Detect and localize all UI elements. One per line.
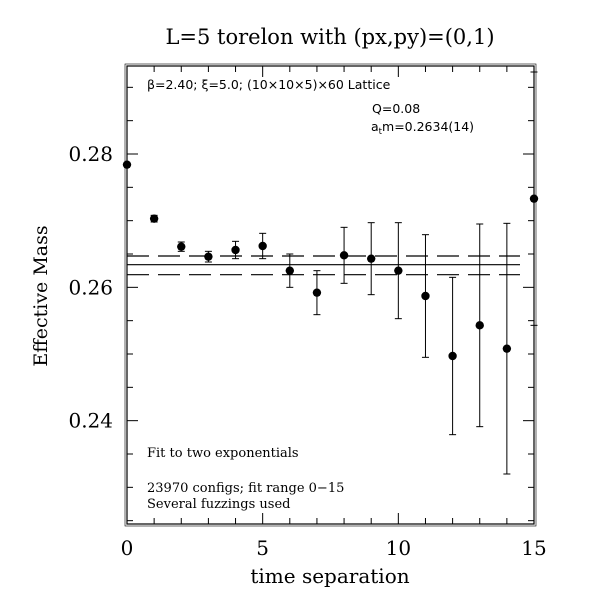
data-point [367,254,376,263]
mass-prefix: a [371,119,379,134]
data-point [312,288,322,297]
axis-ticks [126,66,535,524]
data-point [394,266,403,275]
x-tick-label: 5 [256,536,269,560]
mass-subscript: t [379,127,383,137]
mass-suffix: m=0.2634(14) [382,119,474,134]
data-point [204,252,213,261]
x-tick-label: 0 [121,536,134,560]
data-point [285,266,294,275]
data-point [231,245,240,255]
y-tick-label: 0.24 [68,409,113,433]
axis-tick-labels: 0 5 10 15 0.24 0.26 0.28 [68,142,546,560]
data-point [149,214,159,223]
data-point [448,351,457,361]
x-axis-label: time separation [250,564,409,588]
x-tick-label: 15 [521,536,546,560]
data-point [421,291,430,301]
chart-title: L=5 torelon with (px,py)=(0,1) [165,25,494,49]
fuzzings-annotation: Several fuzzings used [147,497,291,512]
data-point [475,321,484,330]
lattice-annotation: β=2.40; ξ=5.0; (10×10×5)×60 Lattice [147,77,391,92]
x-tick-label: 10 [386,536,411,560]
q-annotation: Q=0.08 [372,101,420,116]
fit-annotation: Fit to two exponentials [147,446,299,461]
y-tick-label: 0.26 [68,275,113,299]
data-points [122,71,539,475]
data-point [177,242,186,251]
data-point [258,241,267,251]
plot-frame-outer [124,63,537,527]
mass-annotation: atm=0.2634(14) [371,119,474,137]
y-axis-label: Effective Mass [30,225,52,366]
data-point [502,344,512,353]
data-point [339,251,349,260]
fit-band [127,255,520,276]
data-point [529,194,539,203]
data-point [122,160,132,169]
y-tick-label: 0.28 [68,142,113,166]
configs-annotation: 23970 configs; fit range 0−15 [147,481,344,496]
